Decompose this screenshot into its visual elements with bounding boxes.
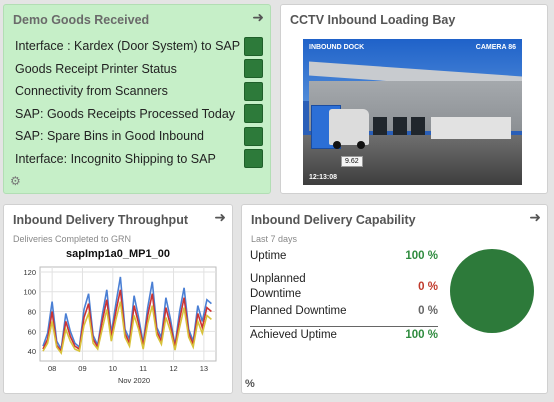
goods-received-title: Demo Goods Received bbox=[13, 13, 150, 27]
camera-timestamp: 12:13:08 bbox=[309, 174, 338, 181]
status-list: Interface : Kardex (Door System) to SAP … bbox=[15, 35, 263, 170]
list-item: Interface : Kardex (Door System) to SAP bbox=[15, 35, 263, 58]
status-indicator[interactable] bbox=[244, 81, 263, 101]
capability-tile: Inbound Delivery Capability ➜ Last 7 day… bbox=[241, 204, 548, 394]
gears-icon[interactable]: ⚙︎ bbox=[10, 174, 21, 188]
camera-feed[interactable]: INBOUND DOCK CAMERA 86 9.62 12:13:08 bbox=[303, 39, 522, 185]
status-label: Goods Receipt Printer Status bbox=[15, 61, 177, 76]
list-item: SAP: Spare Bins in Good Inbound bbox=[15, 125, 263, 148]
status-label: Connectivity from Scanners bbox=[15, 84, 168, 99]
status-label: Interface: Incognito Shipping to SAP bbox=[15, 151, 216, 166]
capability-title: Inbound Delivery Capability bbox=[251, 213, 416, 227]
camera-overlay-right: CAMERA 86 bbox=[475, 44, 516, 51]
kpi-label: Achieved Uptime bbox=[250, 329, 337, 341]
kpi-value: 100 % bbox=[405, 250, 438, 262]
parked-trailer bbox=[431, 117, 511, 139]
kpi-value: 100 % bbox=[405, 329, 438, 341]
dock-door bbox=[373, 117, 387, 135]
x-tick-label: 11 bbox=[139, 364, 147, 373]
cctv-title: CCTV Inbound Loading Bay bbox=[290, 13, 456, 27]
arrow-right-icon[interactable]: ➜ bbox=[252, 9, 264, 25]
throughput-chart: 40 60 80 100 120 08 09 10 11 12 13 Nov 2020 bbox=[23, 266, 217, 385]
status-indicator[interactable] bbox=[244, 104, 263, 124]
kpi-value: 0 % bbox=[418, 281, 438, 293]
status-label: SAP: Goods Receipts Processed Today bbox=[15, 106, 236, 121]
throughput-tile: Inbound Delivery Throughput ➜ Deliveries… bbox=[3, 204, 233, 394]
kpi-label: Planned Downtime bbox=[250, 305, 347, 317]
y-tick-label: 40 bbox=[28, 347, 36, 356]
kpi-row: Uptime 100 % bbox=[250, 250, 438, 265]
throughput-title: Inbound Delivery Throughput bbox=[13, 213, 188, 227]
camera-tooltip: 9.62 bbox=[341, 156, 363, 167]
y-tick-label: 60 bbox=[28, 327, 36, 336]
cctv-tile: CCTV Inbound Loading Bay INBOUND DOCK CA… bbox=[280, 4, 548, 194]
status-indicator[interactable] bbox=[244, 149, 263, 169]
percent-icon: % bbox=[245, 378, 255, 390]
uptime-pie bbox=[450, 249, 534, 333]
kpi-row: Achieved Uptime 100 % bbox=[250, 326, 438, 341]
goods-received-tile: Demo Goods Received ➜ Interface : Kardex… bbox=[3, 4, 271, 194]
x-tick-label: 10 bbox=[109, 364, 117, 373]
capability-subtitle: Last 7 days bbox=[251, 234, 298, 244]
wheel bbox=[333, 141, 341, 149]
dock-door bbox=[411, 117, 425, 135]
dock-door bbox=[393, 117, 407, 135]
list-item: Goods Receipt Printer Status bbox=[15, 58, 263, 81]
y-tick-label: 80 bbox=[28, 308, 36, 317]
status-indicator[interactable] bbox=[244, 59, 263, 79]
y-tick-label: 120 bbox=[23, 268, 36, 277]
list-item: Interface: Incognito Shipping to SAP bbox=[15, 148, 263, 171]
x-tick-label: 13 bbox=[200, 364, 208, 373]
kpi-row: Planned Downtime 0 % bbox=[250, 305, 438, 320]
series-line bbox=[42, 289, 212, 354]
list-item: SAP: Goods Receipts Processed Today bbox=[15, 103, 263, 126]
kpi-value: 0 % bbox=[418, 305, 438, 317]
chart-title: sapImp1a0_MP1_00 bbox=[66, 248, 170, 260]
arrow-right-icon[interactable]: ➜ bbox=[529, 209, 541, 225]
kpi-label: Uptime bbox=[250, 250, 287, 262]
kpi-row: Unplanned Downtime 0 % bbox=[250, 272, 438, 302]
status-label: SAP: Spare Bins in Good Inbound bbox=[15, 129, 205, 144]
kpi-list: Uptime 100 % Unplanned Downtime 0 % Plan… bbox=[250, 250, 438, 341]
y-tick-label: 100 bbox=[23, 288, 36, 297]
arrow-right-icon[interactable]: ➜ bbox=[214, 209, 226, 225]
kpi-label: Unplanned Downtime bbox=[250, 273, 306, 300]
status-indicator[interactable] bbox=[244, 36, 263, 56]
throughput-subtitle: Deliveries Completed to GRN bbox=[13, 234, 132, 244]
x-tick-label: 12 bbox=[169, 364, 177, 373]
x-tick-label: 08 bbox=[48, 364, 56, 373]
x-axis-label: Nov 2020 bbox=[118, 376, 150, 385]
wheel bbox=[357, 141, 365, 149]
series-line bbox=[42, 276, 212, 352]
camera-overlay-left: INBOUND DOCK bbox=[309, 44, 365, 51]
status-label: Interface : Kardex (Door System) to SAP bbox=[15, 39, 241, 54]
truck-cab bbox=[329, 109, 369, 145]
status-indicator[interactable] bbox=[244, 126, 263, 146]
series-line bbox=[42, 301, 212, 356]
x-tick-label: 09 bbox=[78, 364, 86, 373]
list-item: Connectivity from Scanners bbox=[15, 80, 263, 103]
